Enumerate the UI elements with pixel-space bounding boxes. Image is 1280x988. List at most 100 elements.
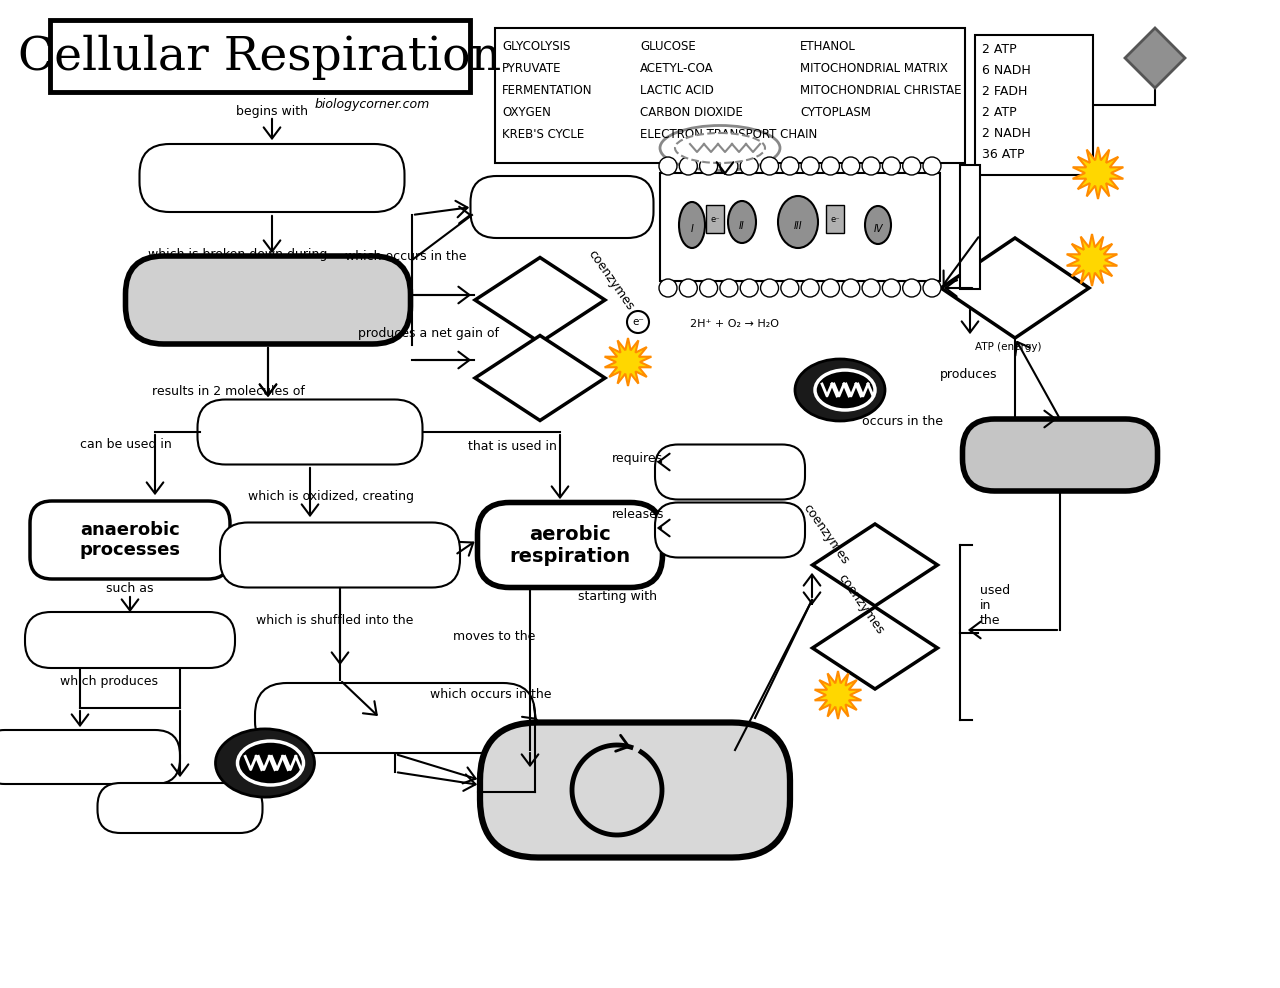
- FancyBboxPatch shape: [471, 176, 654, 238]
- FancyBboxPatch shape: [660, 173, 940, 281]
- Text: ACETYL-COA: ACETYL-COA: [640, 62, 714, 75]
- Ellipse shape: [678, 202, 705, 248]
- Text: moves to the: moves to the: [453, 630, 535, 643]
- Text: coenzymes: coenzymes: [835, 572, 886, 637]
- Circle shape: [822, 279, 840, 297]
- FancyBboxPatch shape: [477, 503, 663, 588]
- Text: produces: produces: [940, 368, 997, 381]
- Text: releases: releases: [612, 508, 664, 521]
- FancyBboxPatch shape: [480, 722, 790, 858]
- Polygon shape: [475, 258, 605, 343]
- Circle shape: [902, 157, 920, 175]
- Text: anaerobic
processes: anaerobic processes: [79, 521, 180, 559]
- Circle shape: [740, 279, 758, 297]
- Ellipse shape: [660, 125, 780, 171]
- FancyBboxPatch shape: [29, 501, 230, 579]
- FancyBboxPatch shape: [197, 399, 422, 464]
- Text: coenzymes: coenzymes: [800, 502, 851, 567]
- Circle shape: [861, 279, 881, 297]
- Text: which is oxidized, creating: which is oxidized, creating: [248, 490, 413, 503]
- Polygon shape: [941, 238, 1089, 338]
- Text: coenzymes: coenzymes: [585, 248, 636, 313]
- FancyBboxPatch shape: [255, 683, 535, 753]
- FancyBboxPatch shape: [707, 205, 724, 233]
- Circle shape: [627, 311, 649, 333]
- Text: IV: IV: [873, 224, 883, 234]
- Text: which is broken down during: which is broken down during: [148, 248, 328, 261]
- Circle shape: [801, 157, 819, 175]
- Text: can be used in: can be used in: [79, 438, 172, 451]
- FancyBboxPatch shape: [140, 144, 404, 212]
- Polygon shape: [813, 524, 937, 606]
- Polygon shape: [813, 607, 937, 689]
- Text: ETHANOL: ETHANOL: [800, 40, 856, 53]
- Circle shape: [822, 157, 840, 175]
- Ellipse shape: [865, 206, 891, 244]
- Text: produces a net gain of: produces a net gain of: [358, 327, 499, 340]
- Polygon shape: [814, 671, 861, 719]
- Text: MITOCHONDRIAL CHRISTAE: MITOCHONDRIAL CHRISTAE: [800, 84, 961, 97]
- Circle shape: [923, 279, 941, 297]
- Text: 36 ATP: 36 ATP: [982, 148, 1024, 161]
- Circle shape: [719, 157, 739, 175]
- Text: GLYCOLYSIS: GLYCOLYSIS: [502, 40, 571, 53]
- FancyBboxPatch shape: [826, 205, 844, 233]
- FancyBboxPatch shape: [97, 783, 262, 833]
- Text: 2 NADH: 2 NADH: [982, 127, 1030, 140]
- FancyBboxPatch shape: [0, 730, 180, 784]
- Text: begins with: begins with: [236, 105, 308, 118]
- FancyBboxPatch shape: [963, 419, 1157, 491]
- Text: 2 ATP: 2 ATP: [982, 106, 1016, 119]
- Text: III: III: [794, 221, 803, 231]
- Polygon shape: [1073, 147, 1124, 199]
- Text: that is used in: that is used in: [468, 440, 557, 453]
- Text: requires: requires: [612, 452, 663, 465]
- Ellipse shape: [238, 741, 303, 785]
- FancyBboxPatch shape: [220, 523, 460, 588]
- Polygon shape: [475, 336, 605, 421]
- FancyBboxPatch shape: [50, 20, 470, 92]
- Text: biologycorner.com: biologycorner.com: [315, 98, 430, 111]
- FancyBboxPatch shape: [960, 165, 980, 289]
- Text: occurs in the: occurs in the: [861, 415, 943, 428]
- FancyBboxPatch shape: [655, 503, 805, 557]
- Ellipse shape: [795, 359, 884, 421]
- Circle shape: [680, 279, 698, 297]
- Circle shape: [760, 157, 778, 175]
- Text: aerobic
respiration: aerobic respiration: [509, 525, 631, 565]
- Text: ELECTRON TRANSPORT CHAIN: ELECTRON TRANSPORT CHAIN: [640, 128, 817, 141]
- Text: 2H⁺ + O₂ → H₂O: 2H⁺ + O₂ → H₂O: [690, 319, 780, 329]
- Circle shape: [861, 157, 881, 175]
- Text: results in 2 molecules of: results in 2 molecules of: [152, 385, 305, 398]
- FancyBboxPatch shape: [655, 445, 805, 500]
- FancyBboxPatch shape: [125, 256, 411, 344]
- Text: PYRUVATE: PYRUVATE: [502, 62, 562, 75]
- Text: MITOCHONDRIAL MATRIX: MITOCHONDRIAL MATRIX: [800, 62, 948, 75]
- Ellipse shape: [778, 196, 818, 248]
- Circle shape: [882, 279, 900, 297]
- Text: Cellular Respiration: Cellular Respiration: [18, 35, 502, 80]
- Text: FERMENTATION: FERMENTATION: [502, 84, 593, 97]
- Text: KREB'S CYCLE: KREB'S CYCLE: [502, 128, 584, 141]
- Polygon shape: [1066, 234, 1117, 286]
- Circle shape: [700, 279, 718, 297]
- Text: LACTIC ACID: LACTIC ACID: [640, 84, 714, 97]
- Text: CARBON DIOXIDE: CARBON DIOXIDE: [640, 106, 742, 119]
- FancyBboxPatch shape: [26, 612, 236, 668]
- Text: e⁻: e⁻: [710, 214, 719, 223]
- Text: such as: such as: [106, 582, 154, 595]
- Text: which occurs in the: which occurs in the: [346, 250, 466, 263]
- Text: used
in
the: used in the: [980, 584, 1010, 626]
- Polygon shape: [604, 338, 652, 386]
- Text: CYTOPLASM: CYTOPLASM: [800, 106, 870, 119]
- Text: OXYGEN: OXYGEN: [502, 106, 550, 119]
- Circle shape: [740, 157, 758, 175]
- Circle shape: [923, 157, 941, 175]
- Text: which produces: which produces: [60, 675, 157, 688]
- Text: GLUCOSE: GLUCOSE: [640, 40, 696, 53]
- Circle shape: [842, 279, 860, 297]
- FancyBboxPatch shape: [495, 28, 965, 163]
- FancyBboxPatch shape: [975, 35, 1093, 175]
- Text: which occurs in the: which occurs in the: [430, 688, 552, 701]
- Ellipse shape: [215, 729, 315, 797]
